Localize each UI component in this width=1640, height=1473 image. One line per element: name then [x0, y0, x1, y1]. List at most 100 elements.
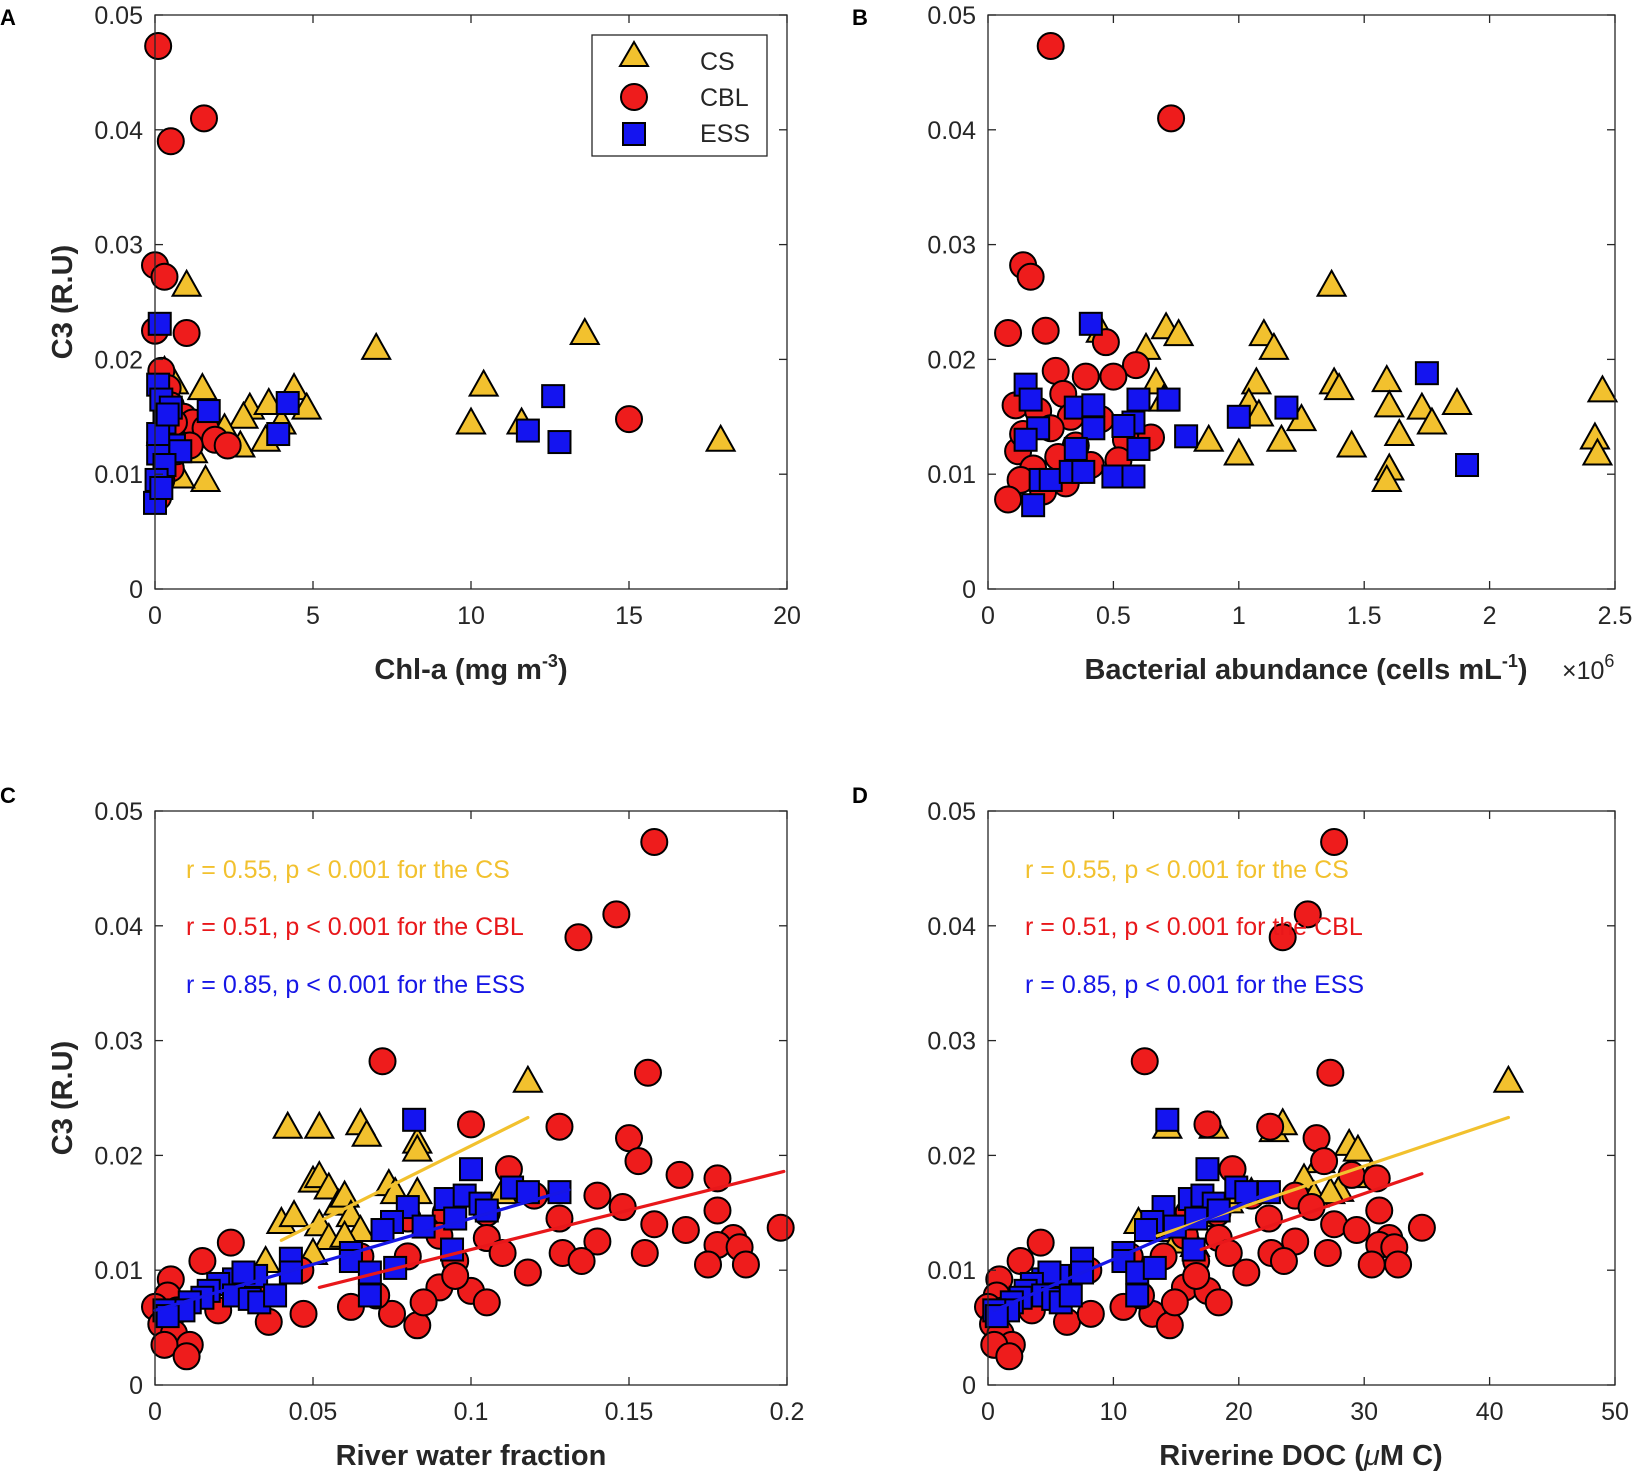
panel-a-point-ess [155, 402, 180, 427]
panel-b-point-ess [1071, 459, 1096, 484]
panel-a-point-cs [170, 268, 203, 297]
panel-d-point-cbl [995, 1342, 1024, 1371]
panel-c: C 0 0.05 0.1 0.15 0.2 0 0.01 0.02 0.03 0.04 0.05 r… [0, 783, 804, 1472]
panel-d-point-cbl [1193, 1110, 1222, 1139]
panel-c-annotation-cbl: r = 0.51, p < 0.001 for the CBL [186, 913, 524, 941]
panel-b-point-cs [1265, 423, 1298, 452]
panel-b-ytick-label: 0.02 [927, 346, 976, 374]
panel-a-point-ess [275, 391, 300, 416]
panel-c-point-cbl [602, 900, 631, 929]
panel-c-point-cbl [624, 1147, 653, 1176]
panel-a-xtick-label: 10 [457, 602, 485, 630]
panel-d-point-cs [1342, 1133, 1374, 1162]
panel-b-point-cs [1243, 398, 1275, 427]
panel-b-point-cs [1315, 268, 1348, 297]
panel-d-point-cbl [1310, 1147, 1339, 1176]
panel-c-point-cbl [378, 1299, 406, 1328]
panel-c-ytick-label: 0.04 [94, 913, 143, 941]
legend-marker-cs [618, 40, 650, 67]
panel-c-marks [141, 827, 795, 1371]
panel-b-point-ess [1414, 361, 1439, 386]
panel-b-point-cs [1240, 366, 1273, 395]
panel-d-point-cbl [1365, 1196, 1394, 1225]
panel-c-point-cbl [150, 1330, 179, 1359]
panel-a-point-cbl [156, 127, 185, 156]
panel-b-point-ess [1063, 436, 1088, 461]
panel-b-point-ess [1081, 416, 1106, 441]
panel-b-point-ess [1174, 424, 1199, 449]
panel-d-xtick-label: 40 [1476, 1398, 1504, 1426]
panel-d-xtick-label: 0 [981, 1398, 995, 1426]
panel-d-ytick-label: 0.05 [927, 798, 976, 826]
panel-c-point-cbl [671, 1216, 700, 1245]
panel-b-point-cs [1373, 389, 1405, 418]
panel-d-point-cbl [1293, 900, 1322, 929]
panel-b-point-cbl [1157, 104, 1186, 133]
panel-d-point-cbl [1204, 1288, 1233, 1317]
panel-c-point-cbl [630, 1238, 659, 1267]
panel-b-point-cs [1441, 386, 1473, 416]
panel-a-point-ess [541, 384, 566, 409]
legend-marker-ess [622, 122, 646, 146]
panel-c-xtick-label: 0 [148, 1398, 162, 1426]
panel-b-point-ess [1101, 464, 1126, 489]
panel-a-point-cs [360, 331, 392, 360]
panel-d-marks [974, 827, 1525, 1371]
panel-b-ticks: 0 0.5 1 1.5 2 2.5 0 0.01 0.02 0.03 0.04 0.05 [927, 2, 1632, 630]
legend-label-ess: ESS [700, 120, 750, 148]
panel-c-point-ess [402, 1107, 427, 1132]
panel-a-point-ess [147, 311, 172, 336]
panel-b-point-cs [1192, 423, 1225, 452]
panel-c-point-cs [351, 1118, 383, 1147]
panel-a-point-ess [196, 399, 221, 424]
panel-c-point-cbl [513, 1258, 542, 1287]
panel-a-point-ess [547, 430, 572, 455]
panel-d-axes-box [987, 810, 1616, 1386]
panel-d-xtick-label: 30 [1350, 1398, 1378, 1426]
panel-d-point-cs [1492, 1064, 1525, 1093]
panel-b-point-cs [1258, 331, 1290, 360]
panel-b-point-ess [1078, 311, 1103, 336]
panel-b-axes-box [987, 14, 1616, 590]
panel-a-point-ess [266, 422, 291, 447]
panel-a-point-cs [227, 400, 260, 429]
panel-b-xtick-label: 0 [981, 602, 995, 630]
panel-d-point-ess [1134, 1218, 1159, 1243]
panel-d-xtick-label: 10 [1099, 1398, 1127, 1426]
panel-c-point-ess [263, 1283, 288, 1308]
panel-d-point-ess [1142, 1255, 1167, 1280]
legend-label-cs: CS [700, 48, 735, 76]
panel-a-ytick-label: 0.05 [94, 2, 143, 30]
panel-c-point-cs [512, 1064, 544, 1093]
panel-b-point-ess [1121, 464, 1146, 489]
panel-d-point-cbl [1313, 1238, 1342, 1267]
panel-b-ytick-label: 0 [962, 576, 976, 604]
panel-c-point-cbl [457, 1110, 485, 1139]
panel-d-point-cbl [1407, 1213, 1436, 1242]
panel-b-point-ess [1226, 404, 1251, 429]
panel-d-point-cbl [1384, 1250, 1413, 1279]
panel-c-point-cbl [703, 1196, 732, 1225]
panel-c-point-cs [401, 1133, 433, 1162]
panel-b-point-ess [1111, 413, 1136, 438]
panel-d-fit-line-ess [992, 1190, 1272, 1312]
panel-c-point-cbl [567, 1247, 596, 1276]
legend-label-cbl: CBL [700, 84, 749, 112]
panel-a-ytick-label: 0.03 [94, 232, 143, 260]
panel-c-ytick-label: 0 [129, 1372, 143, 1400]
panel-c-fit-line-cs [279, 1115, 530, 1242]
panel-d-ticks: 0 10 20 30 40 50 0 0.01 0.02 0.03 0.04 0.05 [927, 798, 1629, 1426]
panel-c-point-cs [272, 1110, 304, 1139]
panel-c-point-cbl [188, 1247, 217, 1276]
panel-d-annotation-cbl: r = 0.51, p < 0.001 for the CBL [1025, 913, 1363, 941]
panel-c-point-cbl [472, 1288, 501, 1317]
panel-b-point-cbl [1071, 362, 1100, 391]
panel-b-point-ess [1038, 467, 1063, 492]
panel-d-point-cbl [1357, 1250, 1386, 1279]
panel-c-ticks: 0 0.05 0.1 0.15 0.2 0 0.01 0.02 0.03 0.04 0.05 [94, 798, 804, 1426]
panel-d-annotation-ess: r = 0.85, p < 0.001 for the ESS [1025, 971, 1364, 999]
panel-c-point-cbl [665, 1160, 694, 1189]
panel-b-point-cbl [1031, 316, 1060, 345]
panel-c-fit-line-ess [153, 1188, 571, 1312]
panel-d: D 0 10 20 30 40 50 0 0.01 0.02 0.03 0.04 0.05 r = 0… [852, 783, 1629, 1472]
